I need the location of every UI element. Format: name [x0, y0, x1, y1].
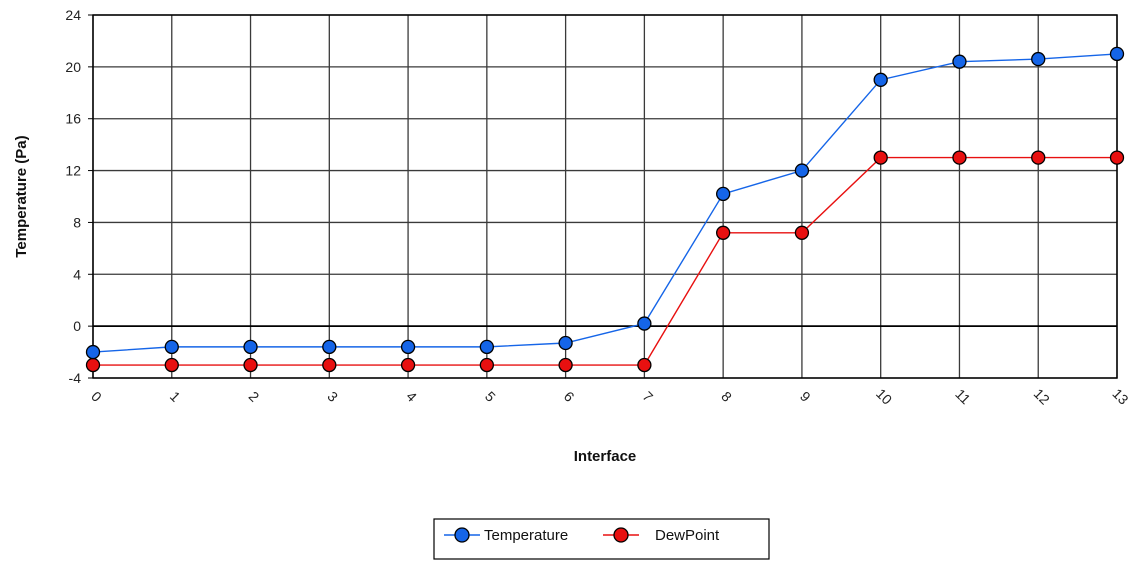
legend-dewpoint-marker [613, 527, 629, 543]
temperature-point [322, 339, 337, 355]
x-tick-label: 4 [403, 388, 420, 405]
x-axis: 0 1 2 3 4 5 6 7 8 9 10 11 12 13 [88, 385, 1132, 407]
y-axis-title: Temperature (Pa) [13, 135, 30, 257]
x-tick-label: 13 [1109, 385, 1131, 407]
dewpoint-point [716, 225, 731, 240]
dewpoint-point [558, 357, 573, 373]
legend: Temperature DewPoint [433, 518, 770, 560]
x-tick-label: 6 [561, 388, 578, 405]
x-tick-label: 11 [952, 386, 974, 408]
temperature-point [716, 186, 731, 202]
y-tick-label: 0 [73, 318, 81, 334]
y-tick-label: -4 [69, 370, 82, 386]
temperature-point [400, 339, 416, 355]
temperature-point [85, 344, 101, 360]
y-tick-label: 12 [65, 163, 81, 179]
temperature-point [479, 339, 494, 355]
y-tick-label: 24 [65, 7, 81, 23]
temperature-line [92, 53, 1118, 353]
x-tick-label: 2 [246, 388, 263, 405]
series-layer [85, 46, 1125, 373]
y-tick-label: 8 [73, 214, 81, 230]
legend-box [433, 518, 770, 560]
legend-temperature-marker [454, 527, 470, 543]
y-axis: -4 0 4 8 12 16 20 24 [65, 7, 93, 386]
plot-area [92, 14, 1118, 379]
dewpoint-point [794, 225, 810, 240]
x-tick-label: 5 [482, 388, 499, 405]
x-tick-label: 1 [167, 388, 184, 405]
x-tick-label: 0 [88, 388, 105, 405]
x-tick-label: 9 [797, 388, 814, 405]
dewpoint-point [479, 357, 494, 373]
dewpoint-point [637, 357, 652, 373]
temperature-point [637, 316, 652, 331]
x-tick-label: 7 [640, 388, 657, 405]
temperature-point [243, 339, 258, 355]
x-tick-label: 8 [718, 388, 735, 405]
dewpoint-point [952, 150, 967, 165]
temperature-point [952, 54, 967, 69]
x-tick-label: 10 [873, 385, 895, 407]
dewpoint-line [93, 156, 1117, 366]
grid [92, 14, 1118, 379]
y-tick-label: 20 [65, 59, 81, 75]
x-tick-label: 3 [324, 388, 341, 405]
temperature-point [1109, 46, 1125, 62]
dewpoint-point [322, 357, 337, 373]
dewpoint-point [1109, 150, 1125, 165]
x-axis-title: Interface [574, 448, 637, 465]
y-tick-label: 4 [73, 266, 81, 282]
dewpoint-point [400, 357, 416, 373]
y-tick-label: 16 [65, 111, 81, 127]
temperature-point [873, 72, 888, 87]
dewpoint-point [85, 357, 101, 373]
legend-dewpoint-label: DewPoint [655, 527, 720, 544]
temperature-point [794, 163, 810, 178]
dewpoint-point [164, 357, 179, 373]
dewpoint-point [873, 150, 888, 165]
temperature-point [164, 339, 179, 355]
temperature-point [558, 335, 573, 351]
dewpoint-point [1031, 150, 1046, 165]
legend-temperature-label: Temperature [484, 527, 568, 544]
temperature-point [1031, 51, 1046, 67]
x-tick-label: 12 [1031, 385, 1053, 407]
dewpoint-point [243, 357, 258, 373]
